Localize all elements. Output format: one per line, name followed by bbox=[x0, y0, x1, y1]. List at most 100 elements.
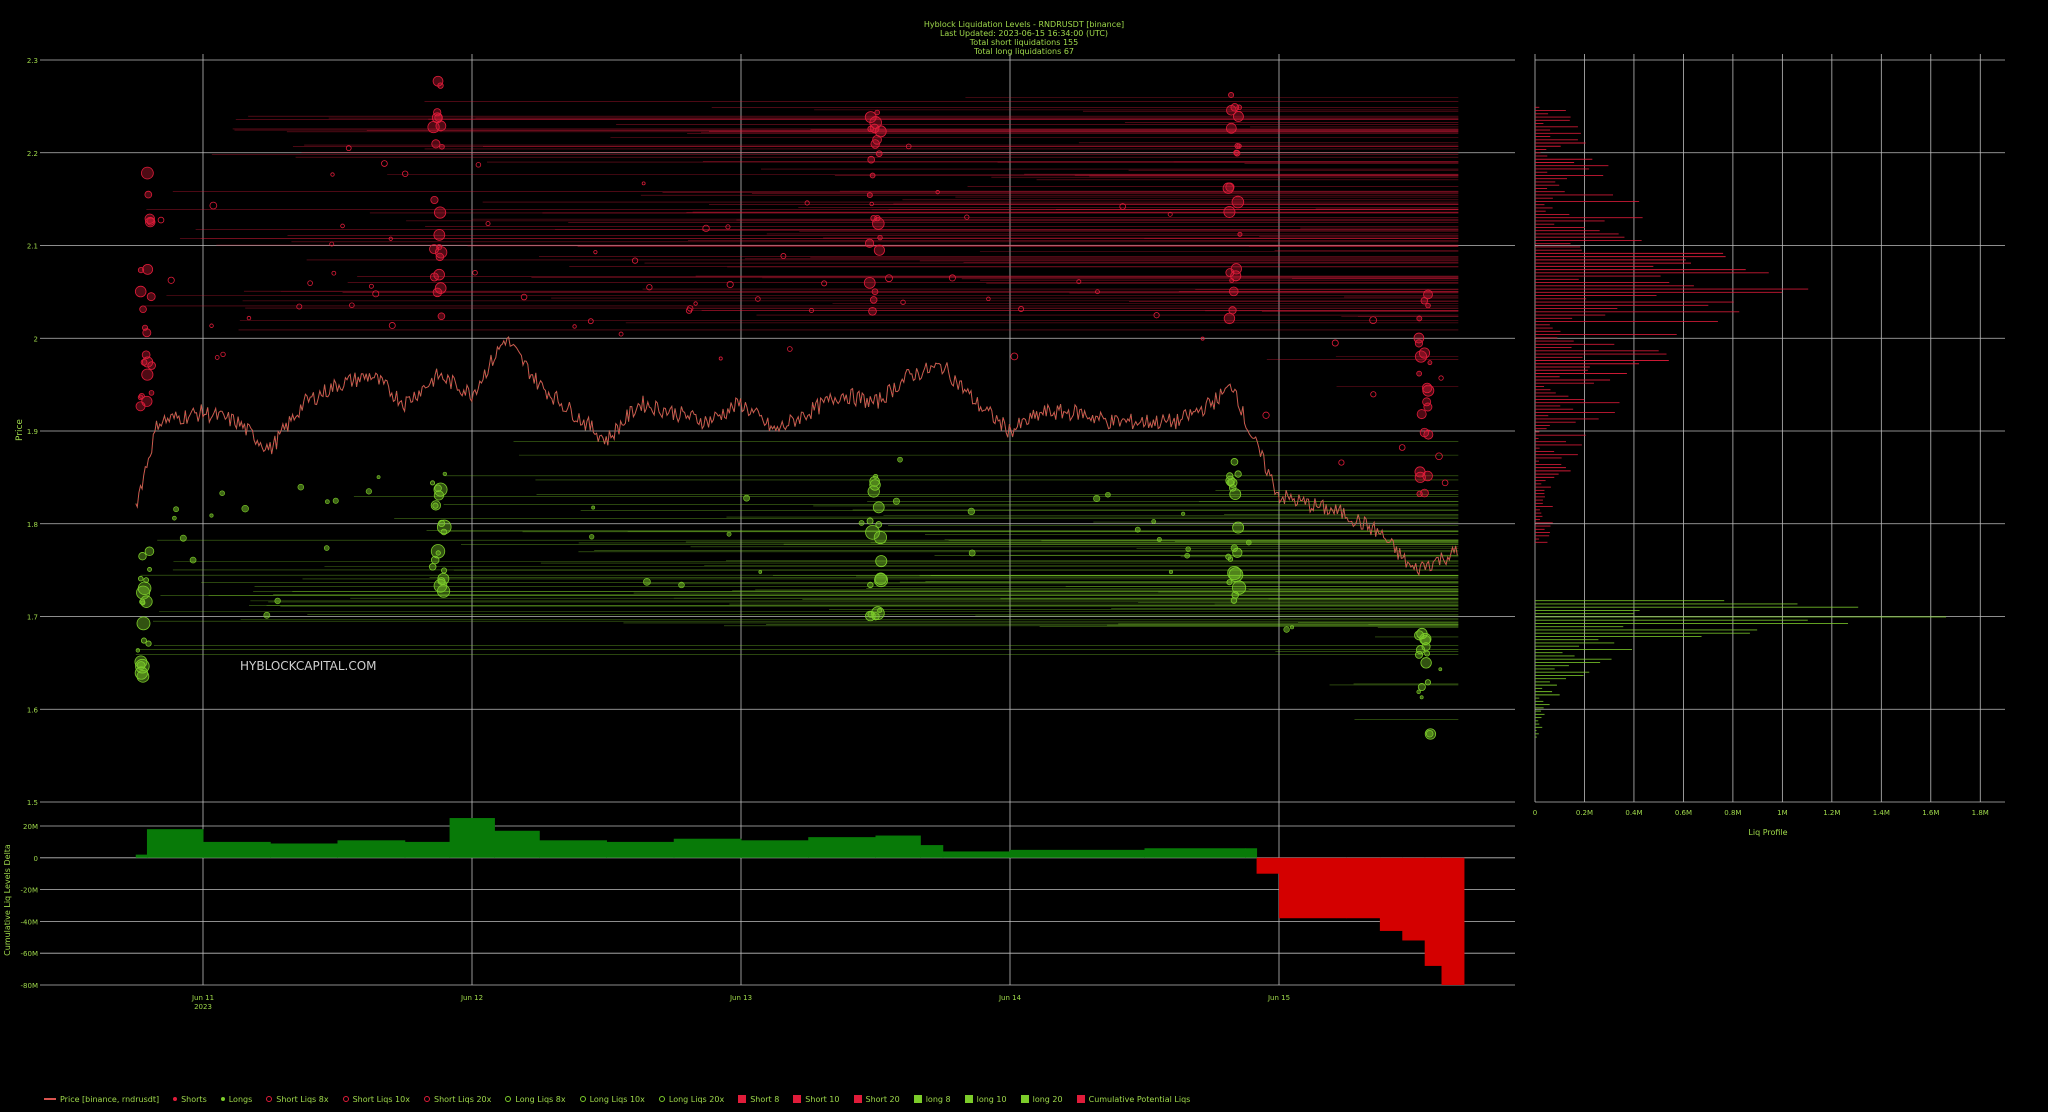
short-liq-bubble bbox=[587, 318, 594, 325]
short-liq-bubble bbox=[780, 253, 787, 259]
delta-step bbox=[135, 854, 148, 858]
long-liq-bubble bbox=[432, 502, 439, 509]
long-liq-bubble bbox=[241, 505, 249, 513]
short-liq-bubble bbox=[520, 293, 528, 301]
long-liq-bubble bbox=[1105, 491, 1111, 498]
short-liq-bubble bbox=[330, 172, 335, 177]
legend-item: Long Liqs 8x bbox=[505, 1095, 566, 1104]
short-liq-bubble bbox=[472, 270, 478, 276]
short-liq-bubble bbox=[1262, 411, 1270, 419]
short-liq-bubble bbox=[141, 368, 154, 381]
short-liq-bubble bbox=[1413, 332, 1425, 344]
long-liq-bubble bbox=[1421, 642, 1431, 652]
long-liq-bubble bbox=[332, 497, 339, 504]
short-liq-bubble bbox=[1369, 316, 1377, 325]
short-liq-bubble bbox=[593, 250, 598, 255]
y-tick-label: 1.9 bbox=[27, 428, 38, 436]
short-liq-bubble bbox=[145, 216, 156, 228]
delta-step bbox=[203, 841, 271, 858]
long-liq-bubble bbox=[428, 563, 437, 571]
short-liq-bubble bbox=[755, 296, 761, 302]
short-liq-bubble bbox=[137, 394, 144, 401]
long-liq-bubble bbox=[1168, 569, 1174, 574]
long-liq-bubble bbox=[874, 572, 887, 585]
x-tick-label: Jun 15 bbox=[1267, 994, 1290, 1002]
short-liq-bubble bbox=[869, 172, 876, 179]
short-liq-bubble bbox=[427, 120, 440, 134]
profile-tick-label: 0.6M bbox=[1675, 809, 1692, 817]
short-liq-bubble bbox=[872, 217, 885, 230]
long-liq-bubble bbox=[1229, 488, 1242, 501]
short-liq-bubble bbox=[787, 346, 793, 352]
short-liq-bubble bbox=[434, 282, 447, 294]
long-liq-bubble bbox=[872, 501, 885, 514]
long-liq-bubble bbox=[138, 575, 144, 582]
short-liq-bubble bbox=[157, 216, 165, 224]
long-liq-bubble bbox=[726, 531, 732, 537]
short-liq-bubble bbox=[209, 323, 214, 328]
long-liq-bubble bbox=[875, 555, 888, 568]
long-liq-bubble bbox=[442, 471, 447, 477]
long-liq-bubble bbox=[643, 578, 651, 586]
short-liq-bubble bbox=[821, 280, 828, 287]
short-liq-bubble bbox=[388, 322, 396, 329]
long-liq-bubble bbox=[1230, 544, 1239, 552]
legend-label: Short 8 bbox=[750, 1094, 780, 1104]
short-liq-bubble bbox=[964, 214, 970, 220]
short-liq-bubble bbox=[345, 145, 352, 152]
short-liq-bubble bbox=[725, 224, 731, 230]
short-liq-bubble bbox=[1441, 479, 1449, 487]
legend-item: Short 20 bbox=[853, 1095, 900, 1104]
cumulative-delta-area bbox=[135, 818, 1465, 985]
short-liq-bubble bbox=[435, 252, 445, 262]
profile-tick-label: 1.6M bbox=[1922, 809, 1939, 817]
legend-label: Cumulative Potential Liqs bbox=[1088, 1094, 1191, 1104]
delta-tick-label: -80M bbox=[21, 982, 38, 990]
short-liq-bubble bbox=[1422, 397, 1432, 407]
delta-tick-label: -40M bbox=[21, 918, 38, 926]
long-liq-bubble bbox=[1227, 556, 1234, 562]
long-liq-bubble bbox=[179, 534, 187, 542]
main-grid bbox=[40, 54, 2005, 986]
x-tick-label: Jun 13 bbox=[729, 994, 752, 1002]
long-liq-bubble bbox=[138, 552, 147, 561]
short-liq-bubble bbox=[148, 390, 155, 396]
short-liq-bubble bbox=[1225, 268, 1235, 278]
long-liq-bubble bbox=[135, 648, 141, 653]
short-liq-bubble bbox=[869, 123, 880, 134]
short-liq-bubble bbox=[1423, 429, 1434, 440]
short-liq-bubble bbox=[948, 274, 956, 282]
chart-total-shorts: Total short liquidations 155 bbox=[969, 38, 1079, 47]
long-liq-bubble bbox=[869, 476, 880, 487]
legend-swatch bbox=[853, 1095, 862, 1103]
delta-tick-label: 20M bbox=[23, 823, 38, 831]
long-liq-bubble bbox=[209, 513, 214, 518]
profile-title: Liq Profile bbox=[1748, 828, 1787, 837]
y-tick-label: 2.2 bbox=[27, 150, 38, 158]
short-liq-bubble bbox=[433, 206, 447, 219]
short-liq-bubble bbox=[686, 305, 694, 312]
long-liq-bubble bbox=[877, 607, 883, 614]
short-liq-bubble bbox=[935, 190, 940, 195]
delta-step bbox=[1245, 848, 1258, 858]
delta-tick-label: -20M bbox=[21, 887, 38, 895]
short-liq-bubble bbox=[139, 305, 147, 313]
legend-swatch bbox=[220, 1097, 225, 1101]
delta-step bbox=[449, 818, 495, 858]
profile-tick-label: 1.2M bbox=[1823, 809, 1840, 817]
short-liq-bubble bbox=[141, 166, 154, 180]
long-liq-bubble bbox=[143, 577, 150, 583]
short-liq-bubble bbox=[1228, 286, 1239, 297]
long-liq-bubble bbox=[1438, 667, 1443, 672]
short-liq-bubble bbox=[631, 257, 639, 264]
long-liq-bubble bbox=[1425, 729, 1434, 738]
short-liq-bubble bbox=[167, 276, 175, 284]
long-liq-bubble bbox=[866, 517, 874, 525]
legend-label: Long Liqs 10x bbox=[589, 1094, 645, 1104]
long-liq-bubble bbox=[140, 637, 147, 644]
short-liq-bubble bbox=[372, 290, 380, 298]
y-tick-label: 2.1 bbox=[27, 243, 38, 251]
long-liq-bubble bbox=[430, 555, 440, 565]
short-liq-bubble bbox=[870, 139, 880, 149]
